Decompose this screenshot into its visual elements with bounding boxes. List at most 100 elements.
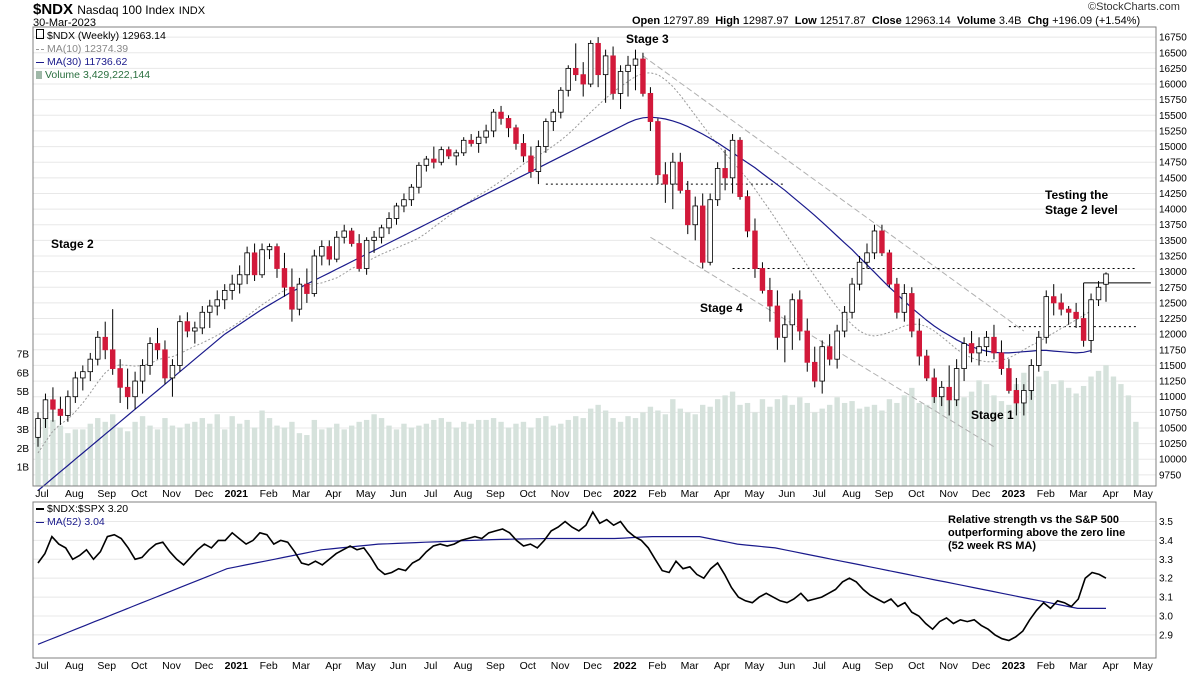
price-x-tick-label: Jul <box>35 488 48 500</box>
price-tick-label: 13750 <box>1159 220 1187 231</box>
volume-label: Volume <box>956 15 996 27</box>
exchange: INDX <box>178 5 206 17</box>
candle-body-up <box>386 218 392 229</box>
volume-bar <box>625 416 631 486</box>
annotation-stage1: Stage 1 <box>971 408 1014 422</box>
volume-bar <box>363 419 370 486</box>
rs-x-tick-label: Nov <box>939 660 958 672</box>
price-x-tick-label: Oct <box>520 488 536 500</box>
candle <box>50 387 56 422</box>
volume-bar <box>1133 421 1139 486</box>
candle <box>759 262 766 294</box>
candle <box>281 252 288 297</box>
candle-body-down <box>102 336 108 351</box>
volume-bar <box>475 419 482 486</box>
candle-body-down <box>744 196 751 232</box>
candle-body-up <box>423 158 430 166</box>
candle <box>72 371 79 403</box>
volume-bar <box>1021 372 1027 486</box>
price-x-tick-label: Feb <box>648 488 666 500</box>
low-value: 12517.87 <box>819 15 866 27</box>
price-x-tick-label: Nov <box>551 488 570 500</box>
candle-body-up <box>543 121 549 147</box>
candle <box>199 306 206 335</box>
candle <box>311 249 318 297</box>
rs-panel-frame <box>32 501 1157 659</box>
legend-ma52-text: MA(52) 3.04 <box>47 516 105 528</box>
candle <box>386 212 392 235</box>
candle-body-up <box>841 311 848 332</box>
rs-x-tick-label: Nov <box>551 660 570 672</box>
annotation-testing-line1: Testing the <box>1045 188 1109 202</box>
volume-bar <box>595 404 601 486</box>
candle-body-down <box>281 268 288 288</box>
candle <box>632 49 639 91</box>
candle <box>207 299 213 328</box>
volume-bar <box>968 391 975 486</box>
volume-bar <box>446 421 452 486</box>
candle-body-up <box>625 64 631 72</box>
candle-body-down <box>1051 296 1057 304</box>
candle-body-up <box>341 230 347 238</box>
volume-bar <box>371 414 377 486</box>
price-tick-label: 11750 <box>1159 345 1187 356</box>
candle <box>57 396 64 425</box>
price-tick-label: 16500 <box>1159 48 1187 59</box>
volume-bar <box>550 425 557 486</box>
candle-body-down <box>117 368 123 388</box>
volume-bar <box>109 414 116 486</box>
candle <box>1043 290 1049 344</box>
price-tick-label: 12000 <box>1159 330 1187 341</box>
volume-bar <box>1118 384 1124 486</box>
candle <box>438 146 445 166</box>
volume-bar <box>826 404 833 486</box>
legend-ma10: MA(10) 12374.39 <box>36 43 166 56</box>
price-x-tick-label: Oct <box>908 488 924 500</box>
candle <box>393 202 400 225</box>
candle-body-up <box>65 396 71 416</box>
candle <box>640 52 646 97</box>
volume-bar <box>50 419 56 486</box>
volume-bar <box>856 408 863 486</box>
candle-body-up <box>42 399 49 419</box>
volume-bar <box>737 404 743 486</box>
volume-bar <box>700 404 706 486</box>
volume-bar <box>57 425 64 486</box>
legend-ma30: MA(30) 11736.62 <box>36 56 166 69</box>
price-tick-label: 11500 <box>1159 361 1187 372</box>
price-x-tick-label: Mar <box>681 488 700 500</box>
price-x-tick-label: Nov <box>939 488 958 500</box>
price-legend: $NDX (Weekly) 12963.14 MA(10) 12374.39 M… <box>36 29 166 82</box>
volume-bar <box>998 401 1005 486</box>
candle-body-down <box>998 352 1005 369</box>
price-x-tick-label: Jun <box>390 488 407 500</box>
candle <box>1006 359 1012 394</box>
candle-body-up <box>819 346 825 382</box>
volume-bar <box>752 412 758 486</box>
volume-bar <box>774 399 781 486</box>
annotation-testing-line2: Stage 2 level <box>1045 203 1118 217</box>
candle <box>1036 331 1042 372</box>
candle-body-up <box>490 111 497 132</box>
volume-bar <box>468 423 474 486</box>
candle <box>132 371 138 410</box>
price-tick-label: 16250 <box>1159 64 1187 75</box>
candle-body-down <box>1058 302 1064 310</box>
candle-body-up <box>244 252 250 276</box>
volume-bar <box>1013 384 1020 486</box>
volume-bar <box>610 418 616 486</box>
candle <box>326 240 332 266</box>
volume-bar <box>834 397 840 486</box>
candle-body-up <box>408 186 415 201</box>
candle-body-up <box>976 346 982 354</box>
candle-body-down <box>909 293 915 332</box>
volume-bar <box>483 419 489 486</box>
candle-body-down <box>513 127 519 144</box>
candle-body-up <box>319 246 325 257</box>
candle-body-up <box>871 230 878 254</box>
candle <box>431 146 437 169</box>
volume-bar <box>416 425 422 486</box>
candle <box>1095 281 1102 307</box>
volume-bar <box>797 397 803 486</box>
rs-x-tick-label: Oct <box>131 660 147 672</box>
